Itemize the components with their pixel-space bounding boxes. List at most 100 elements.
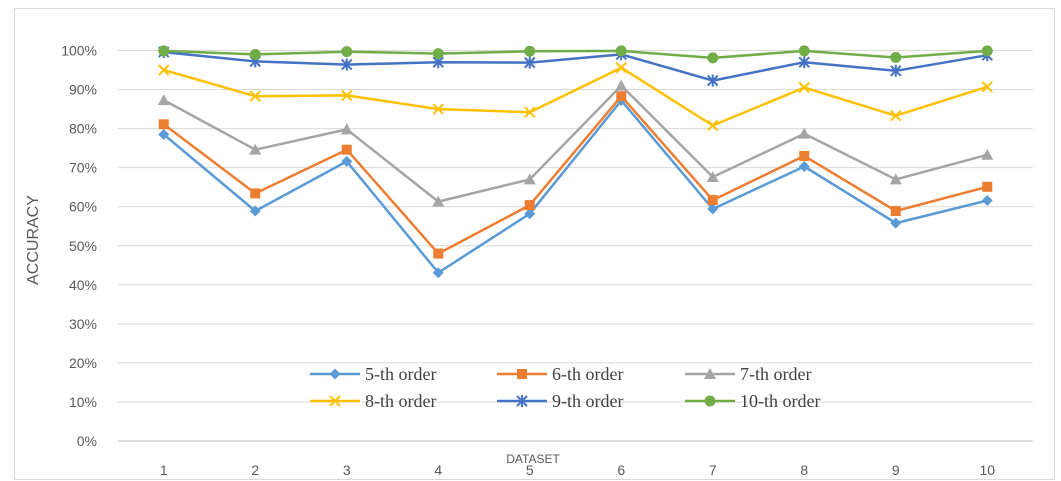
data-point-marker — [524, 56, 536, 69]
y-tick-label: 40% — [69, 277, 97, 293]
legend-label: 10-th order — [740, 391, 820, 411]
data-point-marker — [158, 64, 170, 76]
data-point-marker — [707, 195, 718, 206]
y-tick-label: 70% — [69, 160, 97, 176]
data-point-marker — [981, 194, 993, 206]
legend-label: 6-th order — [552, 364, 623, 384]
data-point-marker — [982, 181, 993, 192]
data-point-marker — [890, 217, 902, 229]
series-line — [163, 94, 988, 255]
data-point-marker — [707, 119, 719, 132]
legend-item: 9-th order — [497, 391, 623, 411]
legend-swatch-marker — [517, 369, 527, 379]
chart-frame — [14, 8, 1055, 480]
data-point-marker — [707, 203, 719, 215]
data-point-marker — [981, 45, 993, 57]
series-line — [162, 99, 988, 274]
series-line — [163, 84, 988, 203]
x-axis-title: DATASET — [506, 452, 560, 466]
series-line — [163, 66, 988, 127]
series-6-th-order — [158, 91, 993, 259]
y-axis-title: ACCURACY — [25, 195, 42, 285]
data-point-marker — [432, 267, 444, 279]
data-point-marker — [890, 52, 902, 64]
y-tick-label: 0% — [77, 433, 97, 449]
data-point-marker — [433, 248, 444, 259]
data-point-marker — [798, 81, 810, 94]
data-point-marker — [524, 45, 536, 57]
x-tick-label: 2 — [251, 462, 259, 478]
series-line — [163, 49, 988, 60]
data-point-marker — [615, 45, 627, 57]
data-point-marker — [157, 94, 170, 106]
data-point-marker — [158, 45, 170, 57]
data-point-marker — [798, 45, 810, 57]
data-point-marker — [707, 52, 719, 64]
legend-item: 7-th order — [685, 364, 811, 384]
data-point-marker — [981, 148, 994, 160]
data-point-marker — [615, 61, 627, 74]
x-tick-label: 6 — [617, 462, 625, 478]
data-point-marker — [249, 143, 262, 155]
data-point-marker — [890, 64, 902, 77]
x-tick-label: 9 — [892, 462, 900, 478]
y-tick-labels: 0% 10% 20% 30% 40% 50% 60% 70% 80% 90% 100% — [61, 43, 97, 450]
y-tick-label: 90% — [69, 82, 97, 98]
y-tick-label: 60% — [69, 199, 97, 215]
x-tick-label: 1 — [160, 462, 168, 478]
series-group — [157, 45, 994, 279]
data-point-marker — [250, 188, 261, 199]
data-point-marker — [158, 119, 169, 130]
x-tick-label: 5 — [526, 462, 534, 478]
data-point-marker — [890, 205, 901, 216]
legend-label: 9-th order — [552, 391, 623, 411]
legend-label: 5-th order — [365, 364, 436, 384]
legend-swatch-marker — [329, 395, 341, 407]
series-10-th-order — [158, 45, 993, 64]
data-point-marker — [432, 48, 444, 60]
legend-swatch-marker — [516, 395, 528, 407]
data-point-marker — [341, 58, 353, 71]
data-point-marker — [249, 48, 261, 60]
data-point-marker — [158, 128, 170, 140]
y-tick-label: 10% — [69, 394, 97, 410]
data-point-marker — [799, 150, 810, 161]
data-point-marker — [707, 74, 719, 87]
data-point-marker — [706, 171, 719, 183]
data-point-marker — [523, 173, 536, 185]
legend-swatch-marker — [704, 395, 716, 407]
series-7-th-order — [157, 79, 994, 207]
x-tick-label: 3 — [343, 462, 351, 478]
data-point-marker — [798, 56, 810, 69]
data-point-marker — [981, 81, 993, 93]
data-point-marker — [798, 160, 810, 172]
legend-item: 10-th order — [685, 391, 820, 411]
data-point-marker — [889, 173, 902, 185]
series-5-th-order — [158, 94, 993, 279]
series-8-th-order — [158, 61, 993, 132]
x-tick-label: 8 — [800, 462, 808, 478]
data-point-marker — [890, 110, 902, 122]
legend-label: 8-th order — [365, 391, 436, 411]
data-point-marker — [249, 205, 261, 217]
data-point-marker — [798, 127, 811, 139]
legend-swatch-marker — [329, 368, 341, 380]
data-point-marker — [341, 155, 353, 167]
data-point-marker — [249, 90, 261, 102]
data-point-marker — [341, 144, 352, 155]
y-tick-label: 30% — [69, 316, 97, 332]
series-line — [163, 50, 988, 82]
legend-label: 7-th order — [740, 364, 811, 384]
data-point-marker — [341, 89, 353, 102]
x-tick-label: 10 — [979, 462, 995, 478]
data-point-marker — [615, 79, 628, 91]
y-tick-label: 20% — [69, 355, 97, 371]
data-point-marker — [432, 195, 445, 207]
data-point-marker — [432, 103, 444, 115]
legend-item: 5-th order — [310, 364, 436, 384]
y-tick-label: 50% — [69, 238, 97, 254]
x-tick-labels: 1 2 3 4 5 6 7 8 9 10 — [160, 462, 995, 478]
data-point-marker — [524, 106, 536, 118]
x-tick-label: 7 — [709, 462, 717, 478]
